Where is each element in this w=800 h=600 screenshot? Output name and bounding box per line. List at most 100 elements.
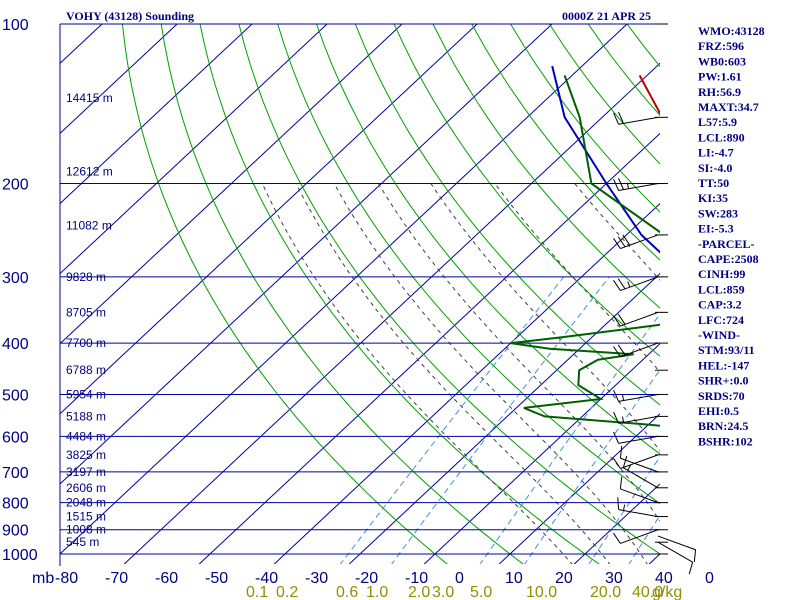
pressure-tick-label: 1000 (2, 547, 38, 564)
index-line: WB0:603 (698, 54, 746, 68)
dry-adiabat-line (587, 24, 660, 117)
wind-barb (613, 178, 659, 191)
temperature-tick-label: -70 (105, 570, 128, 587)
dry-adiabat-line (160, 24, 524, 564)
moist-adiabat-line (261, 183, 573, 564)
wind-barb-staff (618, 435, 659, 444)
temperature-tick-label: -50 (205, 570, 228, 587)
temperature-tick-label: 30 (605, 570, 623, 587)
wind-barb (613, 431, 659, 444)
wind-barb-flag (617, 344, 626, 356)
height-label: 12612 m (66, 165, 113, 179)
index-line: HEL:-147 (698, 358, 749, 372)
index-line: SW:283 (698, 206, 738, 220)
isotherm-line (273, 202, 660, 564)
dry-adiabat-line (277, 24, 660, 505)
isotherm-line (60, 24, 403, 345)
wind-barb (613, 454, 659, 469)
isotherm-line (348, 272, 660, 564)
mixing-ratio-label: g/kg (652, 584, 682, 600)
wind-barb-staff (657, 541, 693, 563)
wind-barb (657, 535, 697, 563)
dry-adiabat-line (354, 24, 660, 406)
height-label: 5954 m (66, 387, 106, 401)
moist-adiabat-line (377, 183, 660, 522)
mixing-ratio-label: 1.0 (366, 584, 388, 600)
index-line: STM:93/11 (698, 343, 755, 357)
isotherm-line (423, 343, 660, 564)
wind-barb-flag (617, 236, 626, 248)
mixing-ratio-label: 40.0 (632, 584, 663, 600)
temperature-tick-label: 40 (655, 570, 673, 587)
index-line: LI:-4.7 (698, 146, 734, 160)
wind-barb-flag (613, 411, 620, 424)
wind-barb-flag (613, 112, 620, 125)
wind-barb-flag (613, 457, 621, 469)
index-line: SRDS:70 (698, 389, 745, 403)
height-label: 2048 m (66, 496, 106, 510)
pressure-tick-label: 300 (2, 270, 29, 287)
isotherm-line (60, 24, 178, 135)
mixing-ratio-label: 3.0 (432, 584, 454, 600)
wind-barb-staff (620, 454, 659, 469)
wind-barb (613, 411, 659, 424)
height-label: 7700 m (66, 336, 106, 350)
dry-adiabat-line (316, 24, 660, 455)
height-label: 4484 m (66, 429, 106, 443)
wind-barb-flag (613, 346, 621, 358)
wind-barb-flag (613, 280, 621, 291)
temperature-tick-label: -60 (155, 570, 178, 587)
wind-barb-half-flag (627, 464, 632, 471)
station-title: VOHY (43128) Sounding (66, 9, 194, 23)
wind-barb-staff (623, 467, 659, 489)
pressure-tick-label: 200 (2, 177, 29, 194)
wind-barb (613, 276, 659, 292)
wind-barb-staff (620, 234, 659, 250)
wind-barb-flag (619, 445, 623, 459)
dry-adiabat-line (432, 24, 660, 309)
index-line: BRN:24.5 (698, 419, 748, 433)
index-line: LCL:890 (698, 130, 745, 144)
dry-adiabat-line (471, 24, 660, 261)
wind-barb (613, 389, 659, 402)
wind-barb-flag (618, 178, 624, 190)
moist-adiabats (261, 183, 800, 566)
isotherm-line (0, 12, 40, 565)
temperature-tick-label: 10 (505, 570, 523, 587)
temperature-tick-label: 20 (555, 570, 573, 587)
wind-barb-half-flag (621, 416, 625, 423)
wind-barb-staff (620, 276, 659, 292)
index-line: EI:-5.3 (698, 222, 734, 236)
pressure-tick-label: 900 (2, 523, 29, 540)
height-label: 3825 m (66, 448, 106, 462)
mixing-ratio-line (479, 313, 660, 564)
temperature-tick-label: 0 (455, 570, 464, 587)
dry-adiabat-line (238, 24, 660, 555)
dewpoint-profile-line (510, 75, 660, 427)
wind-barb-flag (617, 278, 626, 290)
height-label: 8705 m (66, 305, 106, 319)
temperature-tick-label: 0 (705, 570, 714, 587)
wind-barb (613, 529, 659, 544)
pressure-tick-label: 800 (2, 496, 29, 513)
height-label: 2606 m (66, 481, 106, 495)
isotherm-line (60, 24, 328, 275)
moist-adiabat-line (794, 184, 800, 566)
index-line: PW:1.61 (698, 70, 742, 84)
height-label: 5188 m (66, 409, 106, 423)
pressure-tick-label: 400 (2, 336, 29, 353)
mixing-ratio-line (339, 276, 565, 564)
temperature-tick-label: -40 (255, 570, 278, 587)
moist-adiabat-line (574, 183, 660, 281)
wind-barb-staff (620, 457, 659, 473)
isotherm-line (60, 24, 253, 205)
dry-adiabat-line (393, 24, 660, 357)
temperature-tick-label: -30 (305, 570, 328, 587)
pressure-tick-label: 700 (2, 465, 29, 482)
wind-barb-staff (618, 116, 659, 125)
wind-barb (613, 234, 659, 250)
parcel-profile-line (551, 65, 660, 254)
mixing-ratio-label: 0.6 (336, 584, 358, 600)
wind-barb-flag (613, 315, 621, 327)
